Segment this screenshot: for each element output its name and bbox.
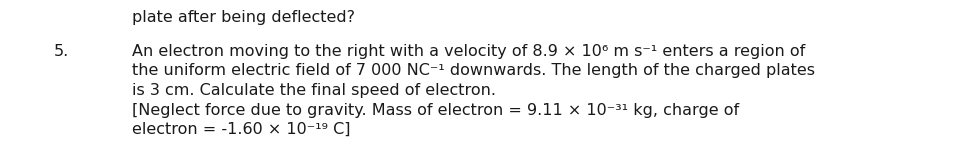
- Text: 5.: 5.: [54, 44, 69, 59]
- Text: plate after being deflected?: plate after being deflected?: [132, 10, 354, 25]
- Text: the uniform electric field of 7 000 NC⁻¹ downwards. The length of the charged pl: the uniform electric field of 7 000 NC⁻¹…: [132, 64, 815, 79]
- Text: electron = -1.60 × 10⁻¹⁹ C]: electron = -1.60 × 10⁻¹⁹ C]: [132, 122, 350, 137]
- Text: [Neglect force due to gravity. Mass of electron = 9.11 × 10⁻³¹ kg, charge of: [Neglect force due to gravity. Mass of e…: [132, 102, 739, 118]
- Text: is 3 cm. Calculate the final speed of electron.: is 3 cm. Calculate the final speed of el…: [132, 83, 496, 98]
- Text: An electron moving to the right with a velocity of 8.9 × 10⁶ m s⁻¹ enters a regi: An electron moving to the right with a v…: [132, 44, 805, 59]
